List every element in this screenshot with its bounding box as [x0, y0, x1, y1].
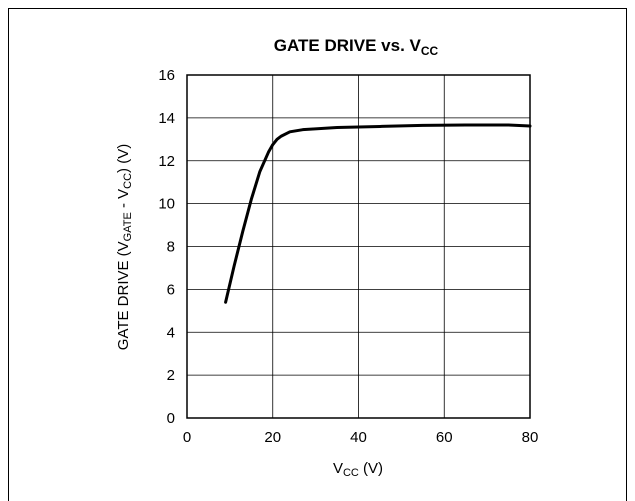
x-tick-label: 20 [264, 429, 281, 446]
x-tick-labels: 0 20 40 60 80 [183, 429, 539, 446]
y-tick-label: 6 [167, 281, 175, 298]
gate-drive-series-line [224, 123, 532, 304]
chart-title: GATE DRIVE vs. VCC [274, 36, 439, 58]
x-axis-label: VCC (V) [333, 460, 383, 479]
x-tick-label: 60 [436, 429, 453, 446]
y-tick-label: 8 [167, 239, 175, 256]
x-tick-label: 80 [522, 429, 539, 446]
y-tick-label: 14 [158, 110, 175, 127]
x-tick-label: 40 [350, 429, 367, 446]
x-tick-label: 0 [183, 429, 191, 446]
y-tick-label: 2 [167, 367, 175, 384]
y-tick-labels: 0 2 4 6 8 10 12 14 16 [158, 67, 175, 427]
y-tick-label: 10 [158, 196, 175, 213]
y-tick-label: 0 [167, 410, 175, 427]
y-tick-label: 4 [167, 324, 175, 341]
plot-area-border [186, 74, 531, 419]
y-axis-label: GATE DRIVE (VGATE - VCC) (V) [115, 144, 134, 350]
y-tick-label: 16 [158, 67, 175, 84]
y-tick-label: 12 [158, 153, 175, 170]
chart-frame [8, 8, 627, 501]
